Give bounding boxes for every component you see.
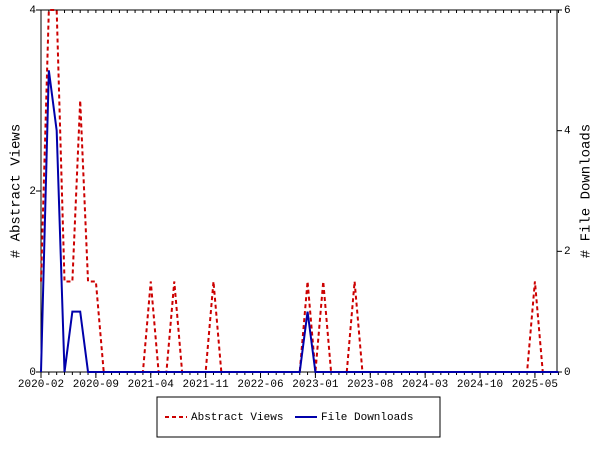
- legend-label: Abstract Views: [191, 412, 283, 424]
- x-tick-label: 2022-06: [237, 379, 283, 391]
- x-tick-label: 2024-10: [457, 379, 503, 391]
- y-tick-label: 4: [29, 5, 36, 17]
- y2-tick-label: 6: [564, 5, 571, 17]
- x-tick-label: 2021-04: [128, 379, 175, 391]
- plot-frame: [40, 9, 558, 373]
- series-line: [40, 9, 559, 373]
- x-tick-label: 2023-01: [292, 379, 339, 391]
- y-tick-label: 2: [29, 186, 36, 198]
- series-line: [40, 70, 559, 373]
- legend-label: File Downloads: [321, 412, 413, 424]
- x-tick-label: 2021-11: [183, 379, 230, 391]
- y2-tick-label: 4: [564, 126, 571, 138]
- y-axis-title: # Abstract Views: [9, 124, 25, 258]
- x-tick-label: 2025-05: [512, 379, 558, 391]
- y2-tick-label: 0: [564, 367, 571, 379]
- x-tick-label: 2020-09: [73, 379, 119, 391]
- y2-axis-title: # File Downloads: [579, 124, 595, 258]
- x-tick-label: 2020-02: [18, 379, 64, 391]
- x-tick-label: 2024-03: [402, 379, 448, 391]
- y-tick-label: 0: [29, 367, 36, 379]
- x-tick-label: 2023-08: [347, 379, 393, 391]
- y2-tick-label: 2: [564, 246, 571, 258]
